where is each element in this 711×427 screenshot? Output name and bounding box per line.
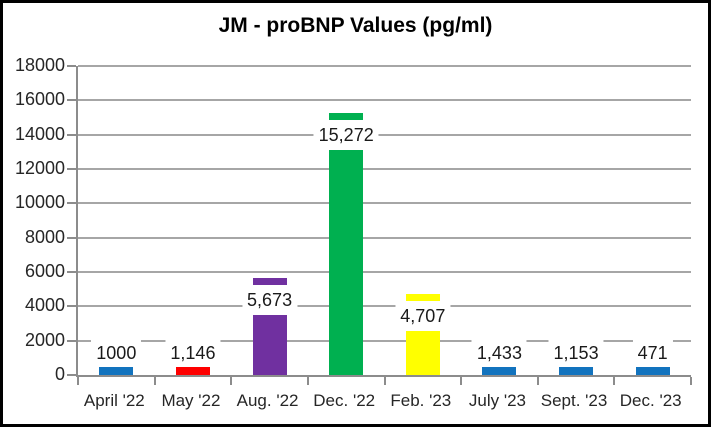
x-axis-tick [384, 377, 386, 385]
bar-value-label: 15,272 [313, 119, 379, 150]
gridline [78, 99, 691, 102]
x-axis-label: April '22 [83, 391, 145, 410]
y-axis-tick [67, 236, 76, 239]
bar-column: 15,272 [308, 66, 385, 375]
y-axis-tick [67, 65, 76, 67]
bar-column: 1,433 [461, 66, 538, 375]
bar-value-label: 1000 [91, 339, 142, 367]
y-axis-tick [67, 374, 76, 376]
y-axis-tick [67, 271, 76, 273]
gridline [78, 305, 691, 308]
chart-title: JM - proBNP Values (pg/ml) [218, 14, 493, 37]
bar-column: 4,707 [385, 66, 462, 375]
gridline [78, 133, 691, 136]
y-axis-label: 6000 [24, 261, 65, 281]
gridline [78, 236, 691, 239]
y-axis-tick [67, 305, 76, 308]
y-axis-label: 14000 [14, 123, 65, 144]
bar-column: 471 [614, 66, 691, 375]
gridline [78, 202, 691, 205]
bar [329, 112, 364, 375]
bar-column: 1,146 [155, 66, 232, 375]
x-axis-tick [690, 377, 692, 385]
bar-value-label: 4,707 [395, 301, 451, 332]
bar [635, 366, 670, 375]
bar-value-label: 1,146 [165, 339, 221, 367]
bar-value-label: 1,153 [548, 339, 604, 367]
y-axis-label: 10000 [14, 192, 65, 213]
x-axis-label: Dec. '22 [313, 391, 376, 410]
bar-column: 1,153 [538, 66, 615, 375]
y-axis-tick [67, 168, 76, 170]
y-axis-label: 4000 [24, 295, 65, 316]
x-axis-label: May '22 [161, 391, 221, 410]
x-axis-label: Feb. '23 [390, 391, 452, 410]
x-axis-tick [77, 377, 79, 385]
gridline [78, 168, 691, 170]
gridline [78, 339, 691, 342]
bar-value-label: 471 [632, 339, 673, 367]
gridline [78, 65, 691, 67]
y-axis-label: 16000 [14, 89, 65, 110]
y-axis-label: 0 [54, 364, 65, 384]
y-axis-label: 8000 [24, 226, 65, 247]
y-axis-tick [67, 133, 76, 136]
x-axis-label: Aug. '22 [236, 391, 299, 410]
y-axis-tick [67, 202, 76, 205]
plot-area: 1000 1,146 5,673 15,272 4,707 1,433 1,153 471 [67, 65, 692, 385]
x-axis-tick [230, 377, 232, 385]
x-axis-label: Dec. '23 [619, 391, 682, 410]
x-axis-tick [460, 377, 462, 385]
x-axis-tick [307, 377, 309, 385]
bar-column: 5,673 [231, 66, 308, 375]
x-axis-tick [154, 377, 156, 385]
y-axis-label: 2000 [24, 329, 65, 350]
bar-value-label: 5,673 [242, 284, 298, 315]
x-axis-label: July '23 [468, 391, 526, 410]
y-axis-label: 18000 [14, 55, 65, 75]
x-axis-tick [613, 377, 615, 385]
bar-column: 1000 [78, 66, 155, 375]
x-axis-tick [537, 377, 539, 385]
gridline [78, 271, 691, 273]
y-axis-label: 12000 [14, 158, 65, 178]
bar-value-label: 1,433 [471, 339, 527, 367]
y-axis-tick [67, 99, 76, 102]
y-axis-tick [67, 339, 76, 342]
x-axis-label: Sept. '23 [540, 391, 608, 410]
